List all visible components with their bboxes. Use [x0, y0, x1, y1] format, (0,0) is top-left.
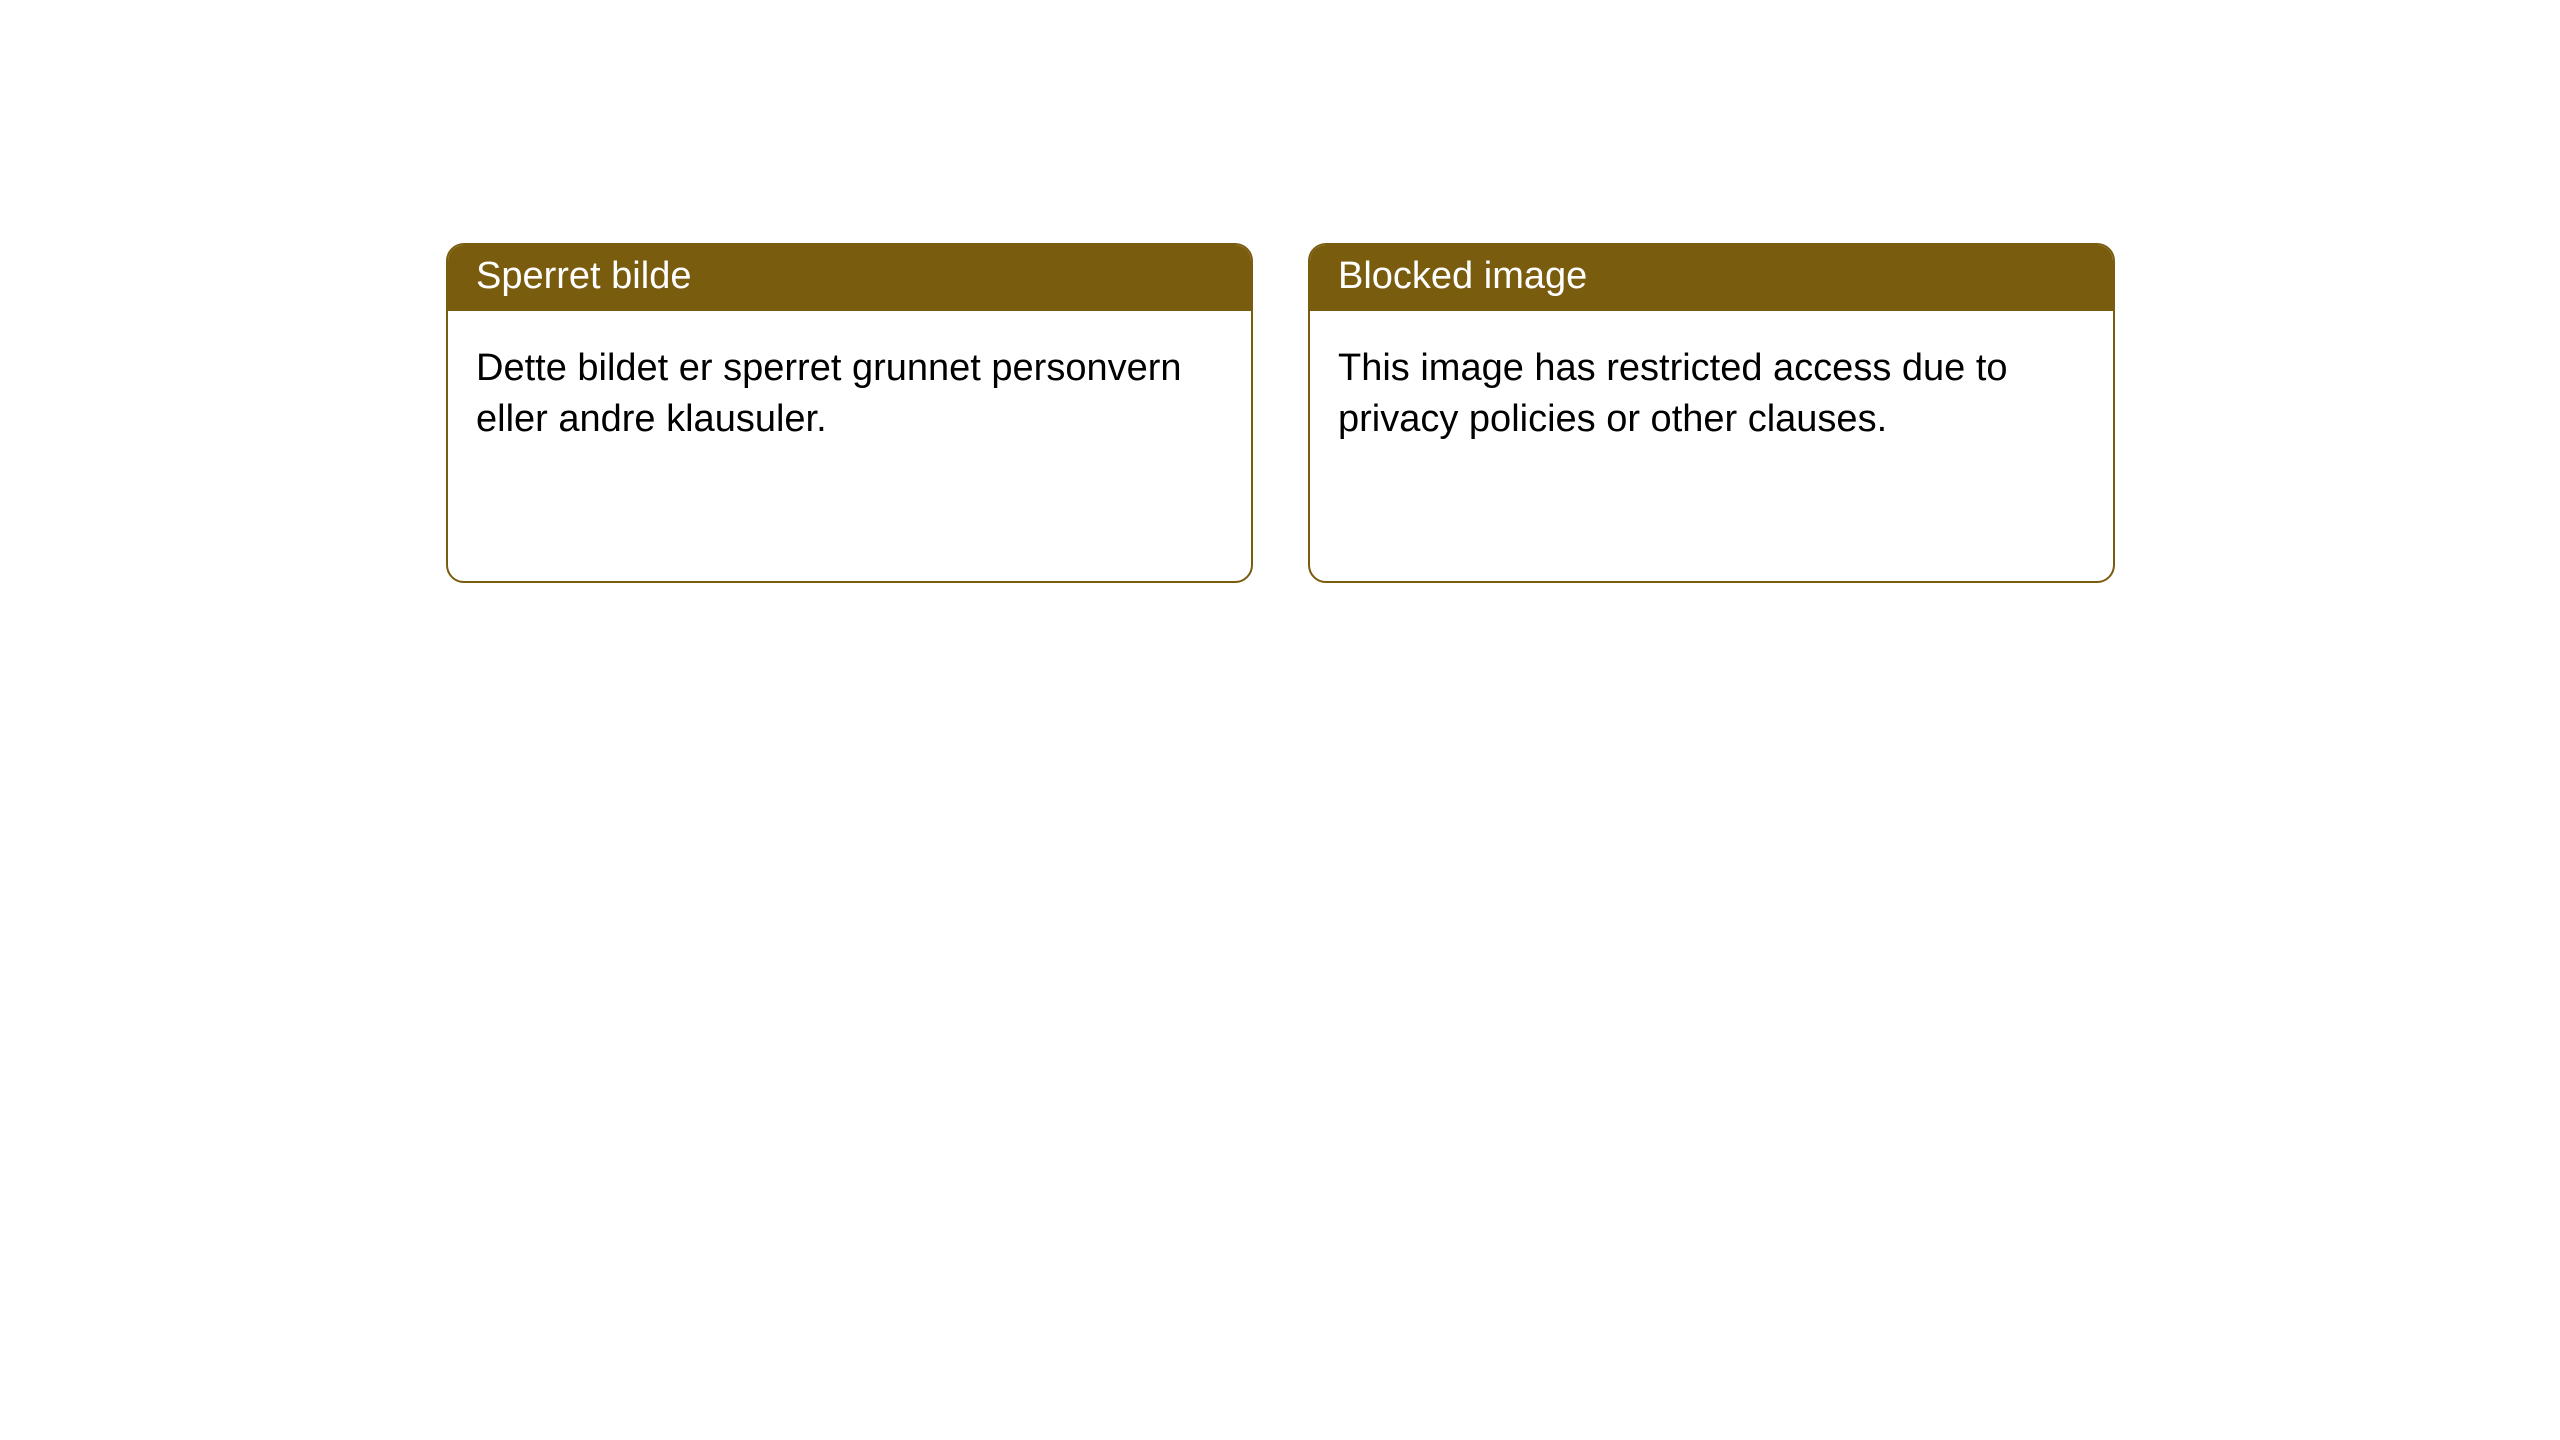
blocked-image-card-no: Sperret bilde Dette bildet er sperret gr… — [446, 243, 1253, 583]
card-body: This image has restricted access due to … — [1310, 311, 2113, 478]
card-header: Blocked image — [1310, 245, 2113, 311]
card-body-text: Dette bildet er sperret grunnet personve… — [476, 347, 1182, 440]
blocked-image-card-en: Blocked image This image has restricted … — [1308, 243, 2115, 583]
notice-cards-container: Sperret bilde Dette bildet er sperret gr… — [0, 0, 2560, 583]
card-title: Blocked image — [1338, 255, 1587, 297]
card-header: Sperret bilde — [448, 245, 1251, 311]
card-body-text: This image has restricted access due to … — [1338, 347, 2008, 440]
card-body: Dette bildet er sperret grunnet personve… — [448, 311, 1251, 478]
card-title: Sperret bilde — [476, 255, 691, 297]
